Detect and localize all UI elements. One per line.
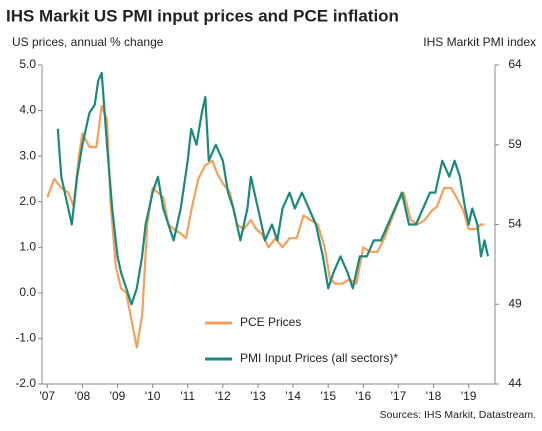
x-tick-label: '16 bbox=[355, 389, 371, 403]
x-tick-label: '17 bbox=[391, 389, 407, 403]
y2-tick-label: 59 bbox=[508, 137, 522, 151]
series-line bbox=[46, 104, 485, 349]
y-tick-label: 1.0 bbox=[19, 239, 36, 253]
y-tick-label: 0.0 bbox=[19, 285, 36, 299]
y2-tick-label: 44 bbox=[508, 376, 522, 390]
y-tick-label: 2.0 bbox=[19, 194, 36, 208]
x-tick-label: '10 bbox=[145, 389, 161, 403]
x-tick-label: '15 bbox=[320, 389, 336, 403]
x-tick-label: '08 bbox=[75, 389, 91, 403]
x-tick-label: '12 bbox=[215, 389, 231, 403]
x-tick-label: '11 bbox=[180, 389, 195, 403]
y2-tick-label: 54 bbox=[508, 217, 522, 231]
y-tick-label: -1.0 bbox=[15, 331, 36, 345]
y-tick-label: 3.0 bbox=[19, 148, 36, 162]
x-tick-label: '09 bbox=[110, 389, 126, 403]
x-tick-label: '19 bbox=[461, 389, 477, 403]
legend-label: PCE Prices bbox=[240, 315, 301, 329]
source-note: Sources: IHS Markit, Datastream. bbox=[380, 409, 536, 421]
chart-title: IHS Markit US PMI input prices and PCE i… bbox=[6, 6, 399, 25]
series-line bbox=[56, 71, 490, 306]
y2-tick-label: 49 bbox=[508, 296, 522, 310]
y-tick-label: 5.0 bbox=[19, 57, 36, 71]
legend-label: PMI Input Prices (all sectors)* bbox=[240, 351, 398, 365]
y2-tick-label: 64 bbox=[508, 57, 522, 71]
x-tick-label: '13 bbox=[250, 389, 266, 403]
x-tick-label: '14 bbox=[285, 389, 301, 403]
y2-axis-label: IHS Markit PMI index bbox=[423, 35, 536, 49]
y-tick-label: 4.0 bbox=[19, 103, 36, 117]
y-axis-label: US prices, annual % change bbox=[12, 35, 164, 49]
x-tick-label: '07 bbox=[39, 389, 55, 403]
y-tick-label: -2.0 bbox=[15, 376, 36, 390]
x-tick-label: '18 bbox=[426, 389, 442, 403]
